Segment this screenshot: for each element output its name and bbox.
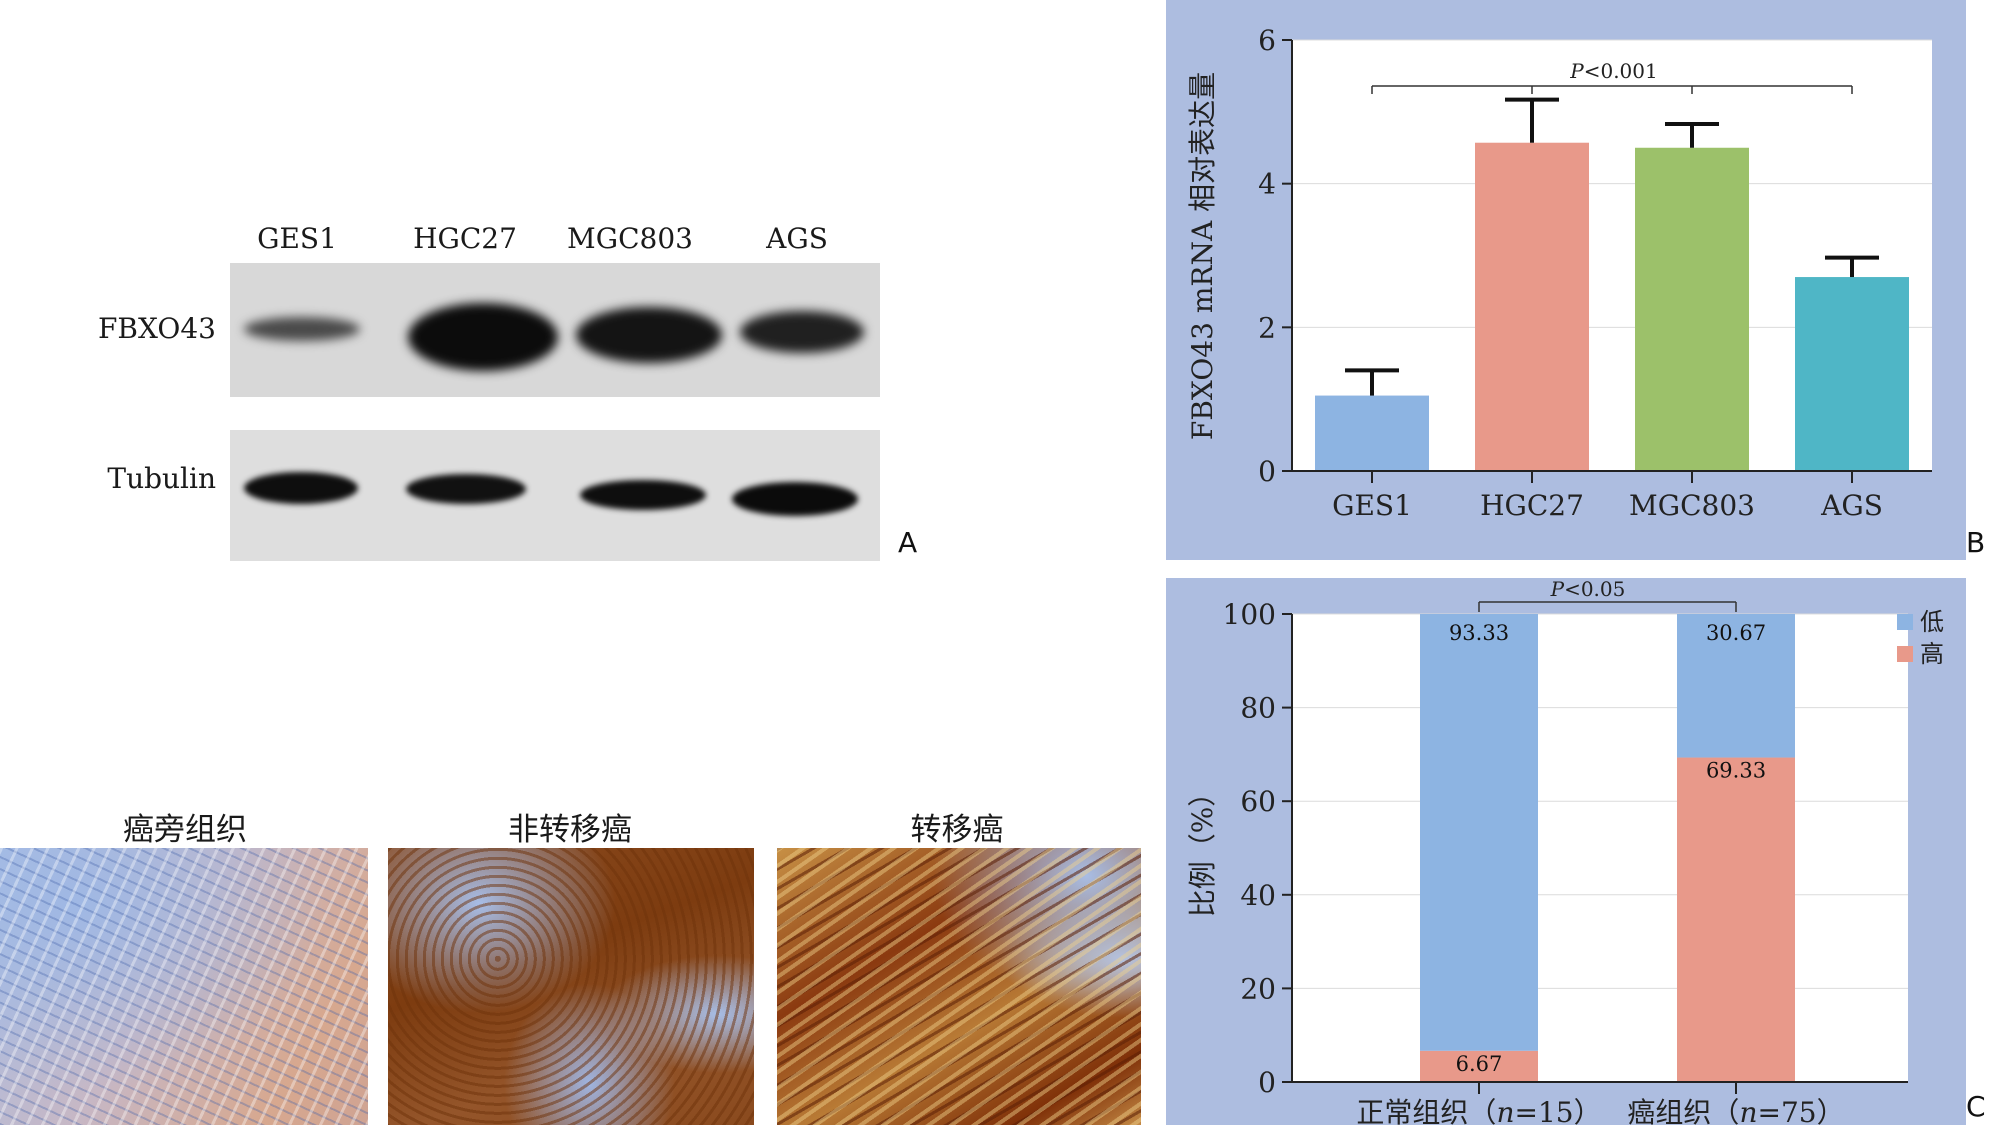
data-label: 69.33: [1706, 759, 1766, 783]
band: [576, 307, 722, 363]
y-axis-label: 比例（%）: [1186, 779, 1219, 918]
row-label-tubulin: Tubulin: [107, 462, 216, 495]
x-tick-label: MGC803: [1629, 489, 1755, 522]
y-tick-label: 0: [1258, 1066, 1276, 1099]
bar: [1475, 142, 1589, 471]
ihc-image-adjacent: [0, 848, 368, 1125]
legend-swatch: [1897, 646, 1913, 662]
ratio-chart-frame: 6.67 93.33 69.33 30.67 0 20 40 60 80 100 正常组织（n=1…: [1166, 577, 1986, 1129]
ihc-title: 癌旁组织: [123, 812, 247, 848]
data-label: 6.67: [1456, 1052, 1503, 1076]
bar: [1635, 147, 1749, 471]
band: [740, 311, 864, 353]
data-label: 93.33: [1449, 621, 1509, 645]
y-tick-label: 80: [1240, 692, 1276, 725]
panel-letter-a: A: [898, 526, 918, 559]
legend-swatch: [1897, 614, 1913, 630]
y-axis-label: FBXO43 mRNA 相对表达量: [1186, 72, 1219, 440]
y-tick-label: 0: [1258, 455, 1276, 488]
band: [580, 480, 706, 510]
plot-area: [1292, 614, 1908, 1082]
ihc-title: 非转移癌: [508, 812, 632, 848]
lane-label: HGC27: [413, 222, 517, 255]
band: [732, 482, 858, 516]
band: [244, 317, 360, 341]
x-tick-label: 癌组织（n=75）: [1627, 1096, 1844, 1125]
legend-label: 低: [1920, 608, 1944, 636]
mrna-chart-frame: 0 2 4 6 GES1 HGC27 MGC803 AGS FBXO43 mRNA 相对表达量…: [1166, 0, 1985, 560]
ihc-image-nonmetastatic: [388, 848, 754, 1125]
lane-label: AGS: [766, 222, 828, 255]
legend-label: 高: [1920, 640, 1944, 668]
x-tick-label: 正常组织（n=15）: [1356, 1096, 1601, 1125]
blot-fbxo43: [230, 263, 880, 397]
ihc-title: 转移癌: [910, 812, 1004, 848]
y-tick-label: 40: [1240, 879, 1276, 912]
x-tick-label: HGC27: [1480, 489, 1584, 522]
mrna-bar-chart: 0 2 4 6 GES1 HGC27 MGC803 AGS FBXO43 mRNA 相对表达量…: [1186, 24, 1932, 522]
band: [244, 472, 358, 504]
bar: [1315, 395, 1429, 471]
ratio-stacked-chart: 6.67 93.33 69.33 30.67 0 20 40 60 80 100 正常组织（n=1…: [1186, 577, 1944, 1129]
blot-tubulin: [230, 430, 880, 561]
x-tick-label: AGS: [1820, 489, 1883, 522]
data-label: 30.67: [1706, 621, 1766, 645]
p-value-annotation: P<0.05: [1550, 578, 1626, 601]
bar-segment: [1677, 757, 1795, 1082]
band: [408, 303, 558, 371]
bar-segment: [1677, 614, 1795, 758]
y-tick-label: 60: [1240, 785, 1276, 818]
bar-segment: [1420, 1050, 1538, 1082]
y-tick-label: 6: [1258, 24, 1276, 57]
ihc-image-metastatic: [777, 848, 1141, 1125]
lane-label: MGC803: [567, 222, 693, 255]
panel-letter-b: B: [1966, 526, 1986, 559]
bar: [1795, 277, 1909, 471]
y-tick-label: 4: [1258, 168, 1276, 201]
bar-segment: [1420, 614, 1538, 1051]
y-tick-label: 2: [1258, 311, 1276, 344]
panel-letter-c: C: [1966, 1090, 1986, 1123]
y-tick-label: 20: [1240, 972, 1276, 1005]
lane-label: GES1: [257, 222, 337, 255]
y-tick-label: 100: [1223, 598, 1276, 631]
p-value-annotation: P<0.001: [1569, 59, 1657, 83]
x-tick-label: GES1: [1332, 489, 1412, 522]
band: [406, 474, 526, 504]
row-label-fbxo43: FBXO43: [97, 312, 216, 345]
